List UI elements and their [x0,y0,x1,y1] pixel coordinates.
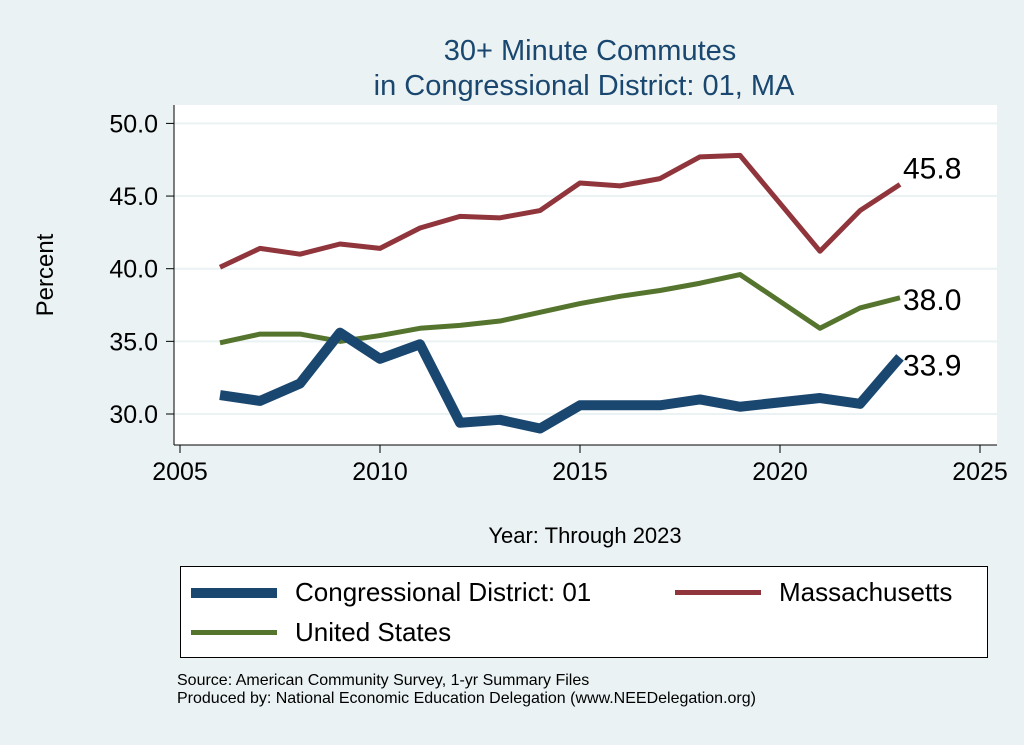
end-value-label: 45.8 [903,152,961,185]
legend: Congressional District: 01 Massachusetts… [180,566,988,658]
y-axis-label: Percent [32,233,59,316]
y-tick-label: 35.0 [109,328,158,356]
y-tick-label: 40.0 [109,256,158,284]
legend-swatch [191,587,277,598]
x-tick-label: 2010 [352,458,408,486]
chart-title-line1: 30+ Minute Commutes [444,35,737,67]
y-tick-label: 50.0 [109,110,158,138]
series-line-congressional-district-01 [219,327,904,434]
legend-item-massachusetts: Massachusetts [675,577,952,608]
legend-label: Massachusetts [779,577,953,607]
source-note: Source: American Community Survey, 1-yr … [177,672,590,689]
chart-title-line2: in Congressional District: 01, MA [374,70,795,102]
legend-swatch [191,630,277,635]
legend-item-district: Congressional District: 01 [191,577,591,608]
legend-item-united-states: United States [191,617,451,648]
x-tick-label: 2015 [552,458,608,486]
legend-label: United States [295,617,452,647]
legend-label: Congressional District: 01 [295,577,592,607]
series-line-massachusetts [218,152,902,270]
legend-swatch [675,590,761,595]
plot-area [174,105,997,445]
x-tick-label: 2005 [152,458,208,486]
x-axis-label: Year: Through 2023 [488,523,681,548]
end-value-label: 33.9 [903,349,961,382]
producer-note: Produced by: National Economic Education… [177,690,756,707]
end-value-label: 38.0 [903,284,961,317]
x-tick-label: 2025 [952,458,1008,486]
y-tick-label: 30.0 [109,401,158,429]
x-tick-label: 2020 [752,458,808,486]
y-tick-label: 45.0 [109,183,158,211]
series-line-united-states [219,272,901,346]
